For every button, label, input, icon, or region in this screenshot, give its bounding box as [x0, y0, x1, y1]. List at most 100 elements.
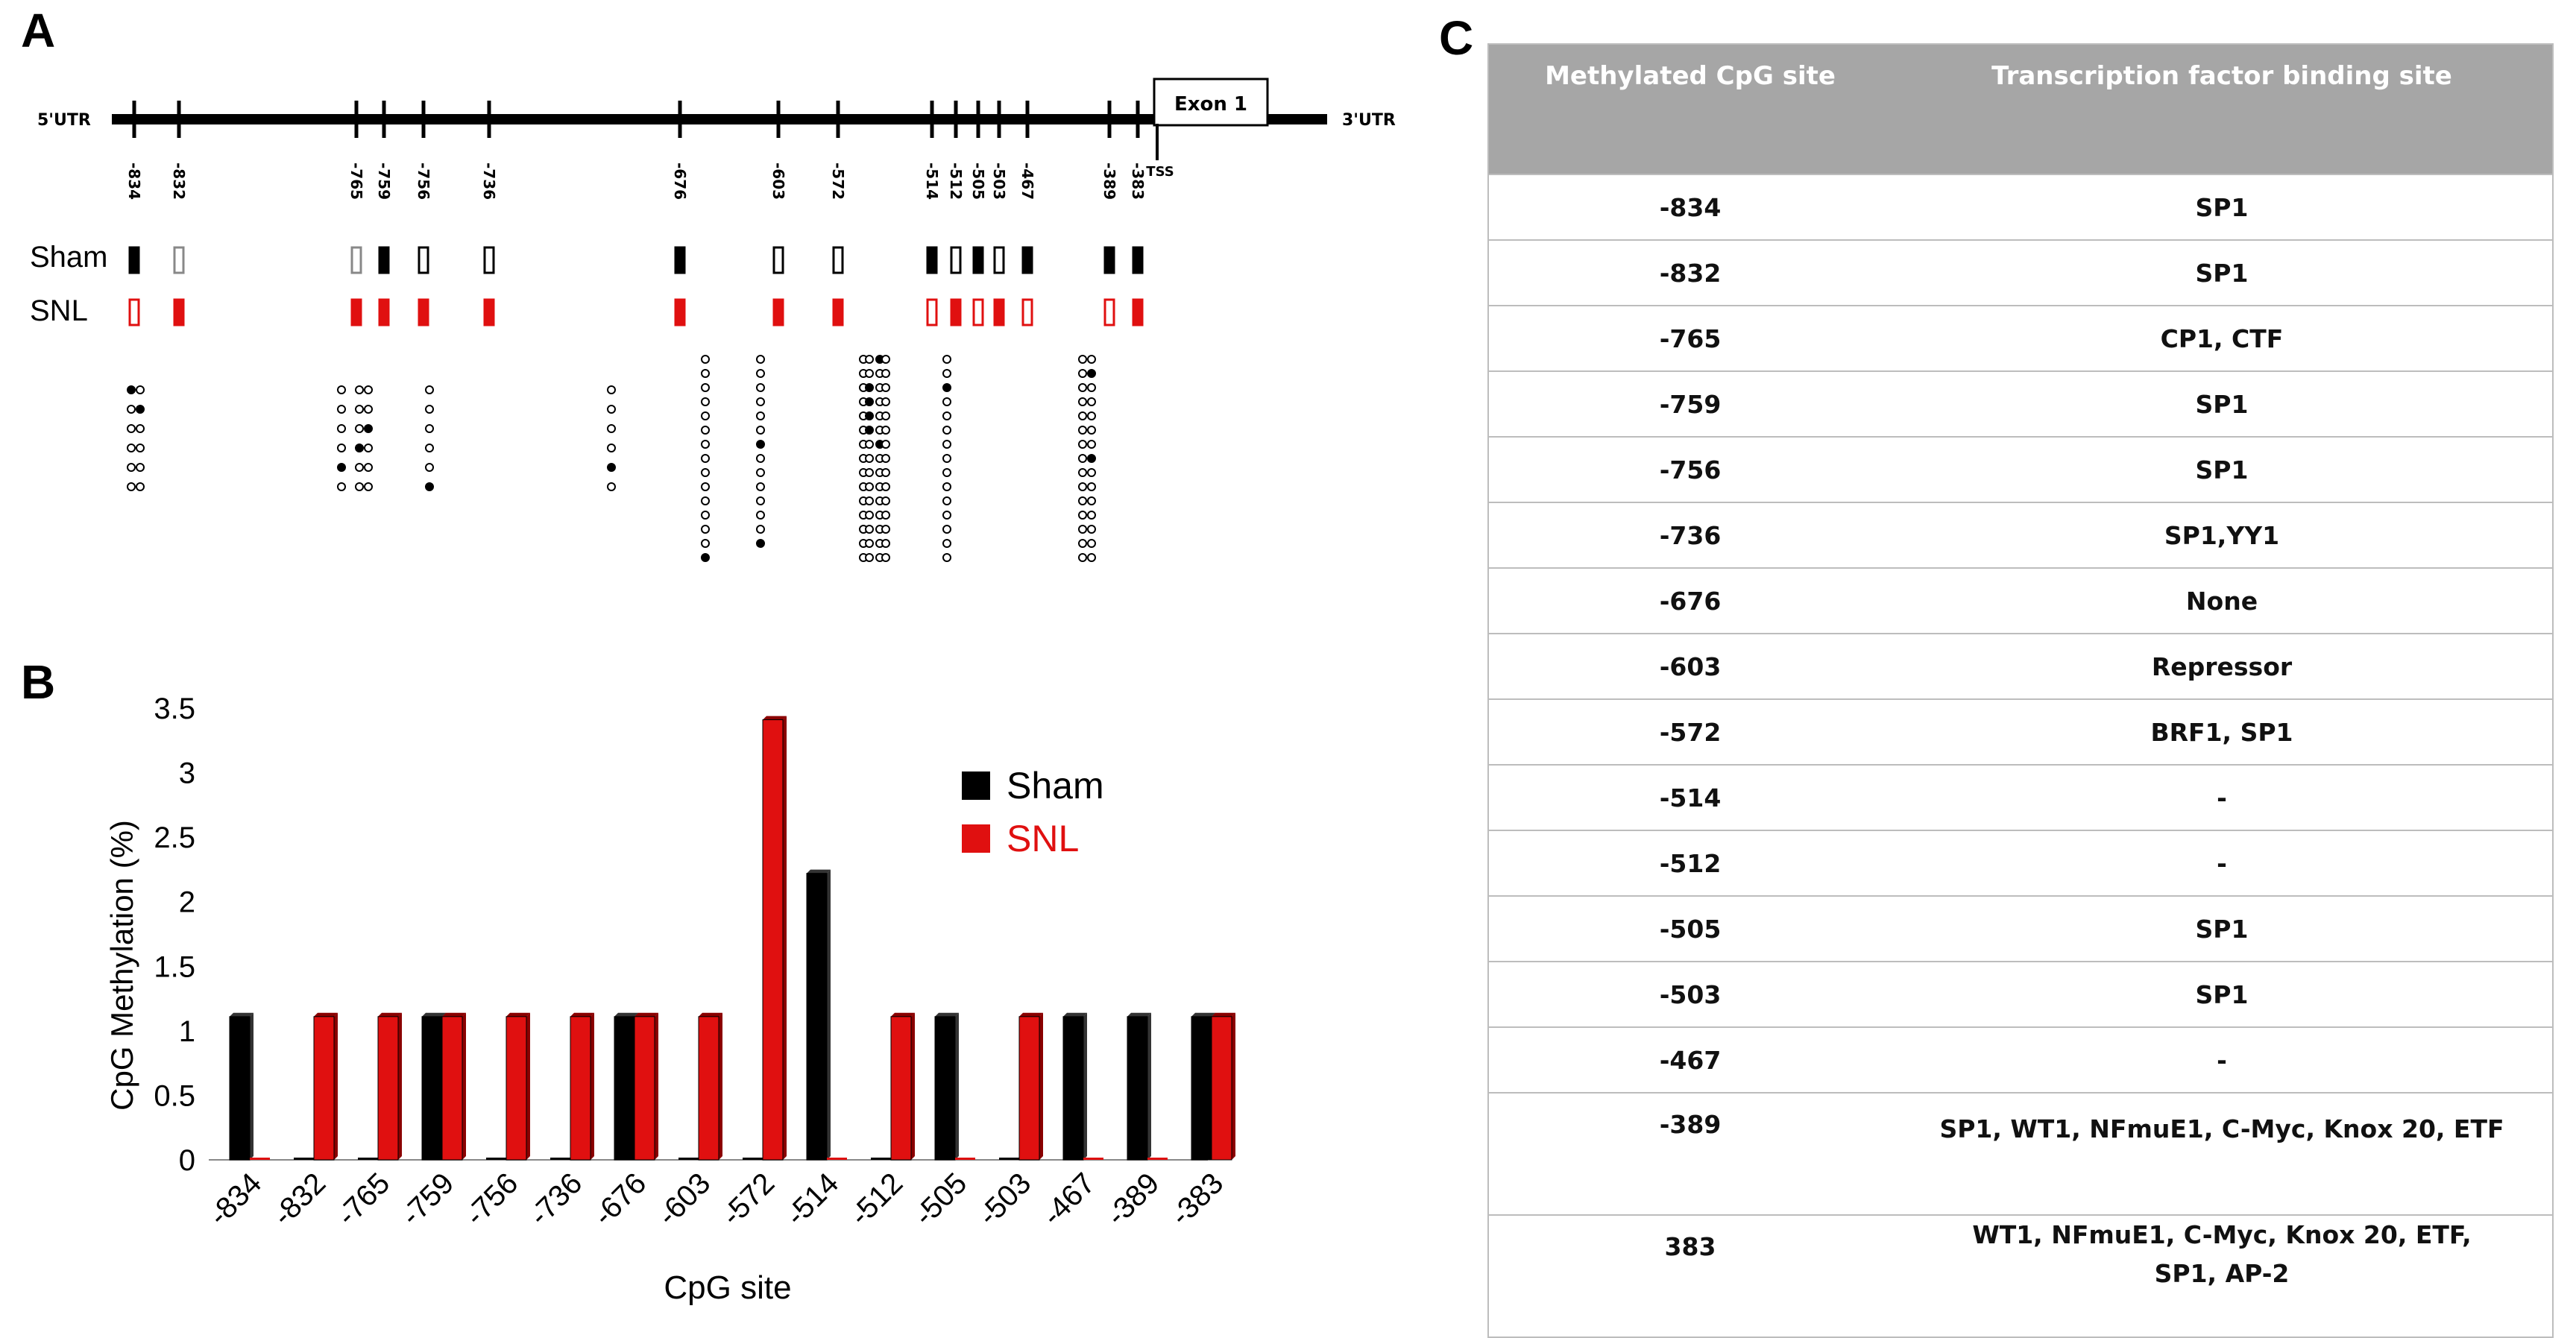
tf-binding-cell: WT1, NFmuE1, C-Myc, Knox 20, ETF, SP1, A… [1892, 1214, 2553, 1337]
bar-sham [743, 1158, 763, 1160]
clone-dot [337, 385, 346, 394]
y-tick-label: 2.5 [154, 821, 195, 854]
clone-dot [881, 411, 890, 420]
tf-binding-cell: CP1, CTF [1892, 305, 2553, 371]
clone-dot [865, 539, 874, 548]
bar-sham-side [1212, 1012, 1215, 1160]
clone-dot [1087, 496, 1096, 505]
sham-methylation-mark [832, 246, 844, 274]
bar-snl [377, 1016, 399, 1161]
clone-dot [756, 426, 765, 435]
table-row: -389 SP1, WT1, NFmuE1, C-Myc, Knox 20, ET… [1488, 1092, 2553, 1215]
clone-dot [701, 482, 710, 491]
bar-snl-side [334, 1012, 338, 1160]
clone-dot [1078, 482, 1087, 491]
tf-binding-cell: SP1, WT1, NFmuE1, C-Myc, Knox 20, ETF [1892, 1092, 2553, 1215]
clone-dot [942, 454, 951, 463]
clone-dot [701, 468, 710, 477]
sham-methylation-mark [350, 246, 362, 274]
bar-snl-top [1212, 1012, 1235, 1017]
clone-dot [701, 511, 710, 520]
sham-methylation-mark [972, 246, 984, 274]
cpg-site-cell: -512 [1488, 830, 1892, 896]
x-tick-label: -514 [780, 1167, 845, 1232]
utr3-label: 3'UTR [1342, 111, 1396, 130]
clone-dot [127, 405, 136, 414]
cpg-site-cell: -389 [1488, 1092, 1892, 1215]
sham-methylation-mark [993, 246, 1005, 274]
bar-snl [698, 1016, 719, 1161]
bar-snl-side [655, 1012, 658, 1160]
promoter-map: Exon 1 TSS 5'UTR 3'UTR -834 -832 -765 -759 -… [30, 78, 1396, 562]
clone-dot [364, 482, 373, 491]
clone-dot [1078, 468, 1087, 477]
clone-dot [942, 411, 951, 420]
panel-label-c: C [1439, 11, 1474, 65]
snl-methylation-mark [674, 298, 686, 326]
bar-snl [313, 1016, 335, 1161]
snl-methylation-mark [926, 298, 938, 326]
clone-dot [1078, 397, 1087, 406]
bar-snl-side [783, 716, 787, 1160]
snl-methylation-mark [418, 298, 429, 326]
clone-dot [865, 468, 874, 477]
clone-dot [865, 426, 874, 435]
bar-sham [871, 1158, 891, 1160]
y-tick-label: 3.5 [154, 692, 195, 725]
cpg-site-cell: -756 [1488, 436, 1892, 502]
cpg-site-label: -503 [990, 162, 1008, 200]
clone-dot [756, 468, 765, 477]
sham-methylation-mark [128, 246, 140, 274]
bar-snl [1211, 1016, 1232, 1161]
bar-snl [890, 1016, 912, 1161]
exon-box [1153, 78, 1269, 127]
cpg-site-cell: -765 [1488, 305, 1892, 371]
cpg-site-label: -834 [125, 162, 143, 200]
bar-snl-top [1019, 1012, 1043, 1017]
table-row: -834 SP1 [1488, 174, 2553, 240]
sham-methylation-mark [173, 246, 185, 274]
clone-dot [865, 454, 874, 463]
clone-dot [337, 444, 346, 452]
bar-sham-top [935, 1012, 959, 1017]
tf-binding-cell: - [1892, 1026, 2553, 1093]
clone-dot [355, 482, 364, 491]
bar-sham [1191, 1016, 1212, 1161]
snl-methylation-mark [128, 298, 140, 326]
clone-dot [942, 482, 951, 491]
bar-snl-top [699, 1012, 722, 1017]
cpg-site-label: -676 [671, 162, 689, 200]
tf-binding-cell: - [1892, 764, 2553, 830]
snl-methylation-mark [772, 298, 784, 326]
bar-sham-side [250, 1012, 253, 1160]
bar-snl [762, 719, 784, 1161]
bar-sham [486, 1158, 506, 1160]
sham-methylation-mark [950, 246, 962, 274]
snl-methylation-mark [378, 298, 390, 326]
clone-dot [355, 463, 364, 472]
legend-label-snl: SNL [1007, 818, 1080, 859]
cpg-site-label: -832 [170, 162, 188, 200]
clone-dot [865, 525, 874, 534]
x-tick-label: -765 [331, 1167, 397, 1232]
snl-methylation-mark [832, 298, 844, 326]
clone-dot [756, 525, 765, 534]
clone-dot [865, 482, 874, 491]
cpg-site-label: -514 [923, 162, 941, 200]
clone-dot [756, 355, 765, 364]
cpg-site-label: -383 [1129, 162, 1147, 200]
bar-snl-side [719, 1012, 722, 1160]
bar-sham [550, 1158, 570, 1160]
cpg-site-label: -467 [1018, 162, 1036, 200]
tf-binding-cell: SP1 [1892, 370, 2553, 437]
table-row: -676 None [1488, 567, 2553, 634]
clone-dot [756, 411, 765, 420]
bar-snl-top [891, 1012, 915, 1017]
sham-methylation-mark [483, 246, 495, 274]
clone-dot [1087, 553, 1096, 562]
bar-sham [934, 1016, 956, 1161]
x-tick-label: -512 [844, 1167, 910, 1232]
clone-dot [942, 496, 951, 505]
clone-dot [607, 405, 616, 414]
clone-dot [1078, 454, 1087, 463]
